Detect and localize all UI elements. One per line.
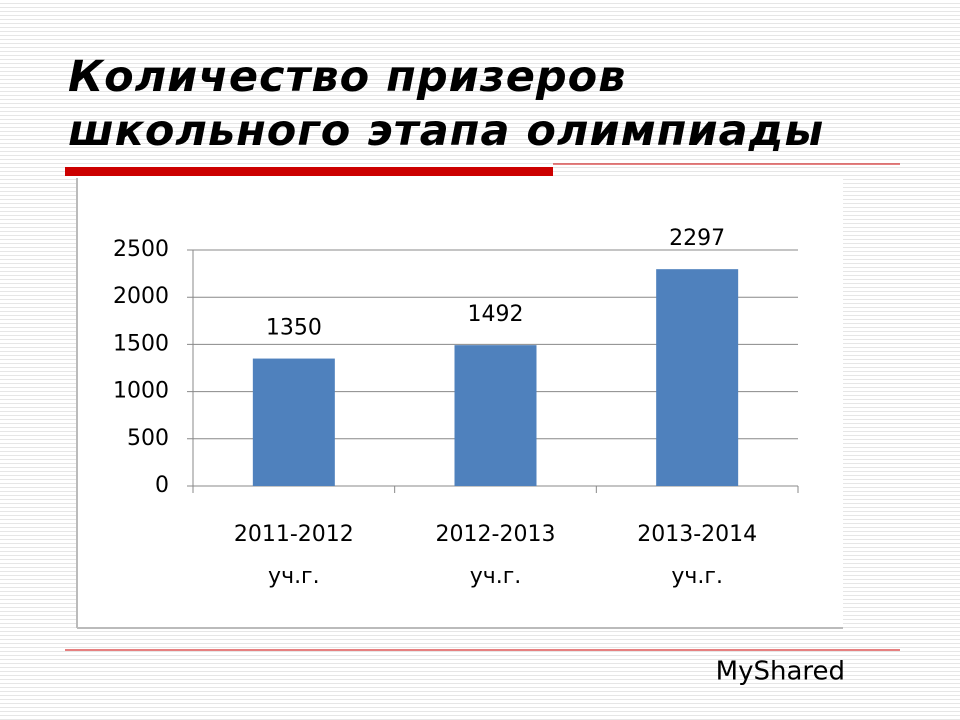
y-tick-label: 2500 <box>113 237 169 262</box>
y-tick-label: 1500 <box>113 331 169 356</box>
x-tick-label: 2011-2012 уч.г. <box>234 522 354 589</box>
value-label: 1350 <box>266 316 322 341</box>
value-label: 2297 <box>669 226 725 251</box>
y-tick-label: 0 <box>155 473 169 498</box>
bar <box>252 358 335 486</box>
y-tick-label: 500 <box>127 426 169 451</box>
watermark: MyShared <box>716 657 845 687</box>
x-tick-label: 2013-2014 уч.г. <box>637 522 757 589</box>
chart-title: Количество призеров школьного этапа олим… <box>68 52 825 156</box>
value-label: 1492 <box>468 302 524 327</box>
y-tick-label: 1000 <box>113 379 169 404</box>
y-tick-label: 2000 <box>113 284 169 309</box>
bar <box>454 345 537 486</box>
x-tick-label: 2012-2013 уч.г. <box>436 522 556 589</box>
title-underline <box>65 167 553 176</box>
bar <box>656 269 739 486</box>
